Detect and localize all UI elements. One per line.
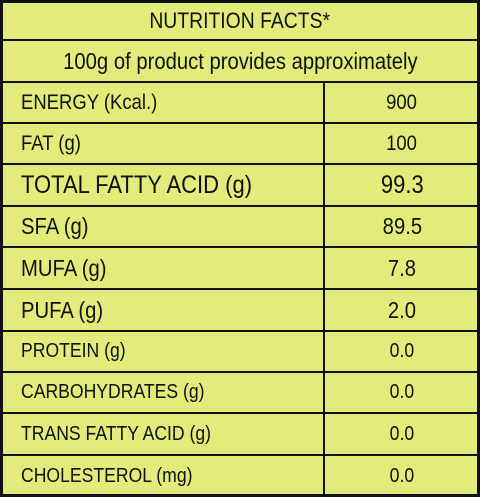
nutrient-label: CARBOHYDRATES (g)	[21, 381, 205, 403]
nutrient-label: TRANS FATTY ACID (g)	[21, 422, 212, 445]
nutrient-value: 0.0	[389, 340, 415, 362]
value-cell: 2.0	[327, 290, 477, 330]
nutrient-label: CHOLESTEROL (mg)	[21, 465, 193, 487]
nutrient-value: 7.8	[387, 254, 417, 281]
nutrient-value: 2.0	[387, 296, 417, 323]
subtitle-row: 100g of product provides approximately	[3, 41, 477, 83]
nutrient-cell: PUFA (g)	[3, 290, 325, 330]
value-cell: 7.8	[327, 248, 477, 288]
table-row: ENERGY (Kcal.) 900	[3, 83, 477, 124]
nutrient-label: PROTEIN (g)	[21, 340, 126, 362]
nutrient-cell: TOTAL FATTY ACID (g)	[3, 165, 325, 205]
nutrient-value: 100	[386, 131, 418, 155]
nutrient-value: 0.0	[389, 465, 415, 487]
value-cell: 0.0	[327, 332, 477, 371]
nutrient-cell: PROTEIN (g)	[3, 332, 325, 371]
nutrient-cell: TRANS FATTY ACID (g)	[3, 414, 325, 454]
value-cell: 100	[327, 124, 477, 163]
value-cell: 0.0	[327, 456, 477, 497]
nutrient-cell: FAT (g)	[3, 124, 325, 163]
table-row: TOTAL FATTY ACID (g) 99.3	[3, 165, 477, 207]
value-cell: 99.3	[327, 165, 477, 205]
nutrient-label: PUFA (g)	[21, 296, 104, 323]
table-row: MUFA (g) 7.8	[3, 248, 477, 290]
nutrient-cell: CHOLESTEROL (mg)	[3, 456, 325, 497]
nutrient-label: ENERGY (Kcal.)	[21, 90, 158, 114]
value-cell: 89.5	[327, 207, 477, 246]
value-cell: 0.0	[327, 373, 477, 412]
value-cell: 900	[327, 83, 477, 122]
table-row: TRANS FATTY ACID (g) 0.0	[3, 414, 477, 456]
table-row: PROTEIN (g) 0.0	[3, 332, 477, 373]
title-row: NUTRITION FACTS*	[3, 3, 477, 41]
table-row: PUFA (g) 2.0	[3, 290, 477, 332]
nutrient-label: FAT (g)	[21, 131, 81, 155]
nutrient-label: MUFA (g)	[21, 254, 107, 281]
table-row: SFA (g) 89.5	[3, 207, 477, 248]
nutrient-label: SFA (g)	[21, 213, 89, 239]
subtitle: 100g of product provides approximately	[62, 47, 418, 74]
table-row: CHOLESTEROL (mg) 0.0	[3, 456, 477, 497]
nutrient-value: 99.3	[380, 170, 424, 199]
nutrient-cell: CARBOHYDRATES (g)	[3, 373, 325, 412]
table-row: CARBOHYDRATES (g) 0.0	[3, 373, 477, 414]
nutrient-label: TOTAL FATTY ACID (g)	[21, 170, 253, 199]
title: NUTRITION FACTS*	[149, 8, 331, 33]
nutrient-value: 89.5	[382, 213, 422, 239]
nutrient-cell: ENERGY (Kcal.)	[3, 83, 325, 122]
nutrient-value: 0.0	[389, 422, 415, 445]
value-cell: 0.0	[327, 414, 477, 454]
nutrient-value: 900	[386, 90, 418, 114]
nutrient-value: 0.0	[389, 381, 415, 403]
nutrient-cell: SFA (g)	[3, 207, 325, 246]
table-row: FAT (g) 100	[3, 124, 477, 165]
nutrient-cell: MUFA (g)	[3, 248, 325, 288]
